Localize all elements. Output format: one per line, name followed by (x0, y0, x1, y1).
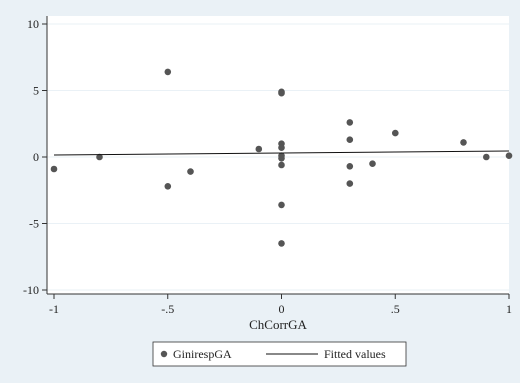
y-tick-label: 10 (27, 17, 39, 31)
data-point (278, 89, 285, 97)
gridlines (47, 23, 509, 291)
data-point (346, 163, 354, 170)
data-point (369, 160, 376, 167)
data-point (164, 68, 172, 76)
data-point (278, 161, 285, 169)
data-point (278, 144, 285, 151)
data-point (164, 183, 172, 190)
data-point (187, 168, 194, 175)
y-tick-label: 0 (33, 150, 39, 164)
y-tick-label: 5 (33, 84, 39, 98)
x-tick-label: -.5 (161, 302, 174, 316)
legend: GinirespGA Fitted values (152, 341, 407, 367)
data-point (460, 139, 467, 146)
data-point (346, 180, 354, 187)
x-tick-label: 0 (279, 302, 285, 316)
legend-label-scatter: GinirespGA (173, 347, 232, 361)
x-tick-label: 1 (506, 302, 512, 316)
legend-marker-scatter (160, 350, 168, 358)
data-point (392, 129, 399, 137)
legend-label-fitted: Fitted values (324, 347, 386, 361)
data-point (278, 240, 285, 247)
data-point (255, 145, 263, 153)
x-axis: -1 -.5 0 .5 1 (47, 293, 512, 316)
y-tick-label: -5 (29, 217, 39, 231)
data-point (483, 153, 490, 161)
data-point (346, 119, 354, 126)
x-tick-label: .5 (391, 302, 400, 316)
data-point (50, 165, 58, 173)
data-point (505, 152, 513, 159)
y-axis: -10 -5 0 5 10 (23, 16, 48, 297)
plot-area (47, 16, 509, 294)
series-layer (50, 68, 513, 247)
data-point (278, 155, 285, 162)
data-point (96, 153, 103, 161)
data-point (278, 201, 285, 209)
x-axis-title: ChCorrGA (249, 317, 307, 332)
x-tick-label: -1 (49, 302, 59, 316)
fitted-line (53, 150, 510, 156)
y-tick-label: -10 (23, 283, 39, 297)
data-point (346, 136, 354, 143)
